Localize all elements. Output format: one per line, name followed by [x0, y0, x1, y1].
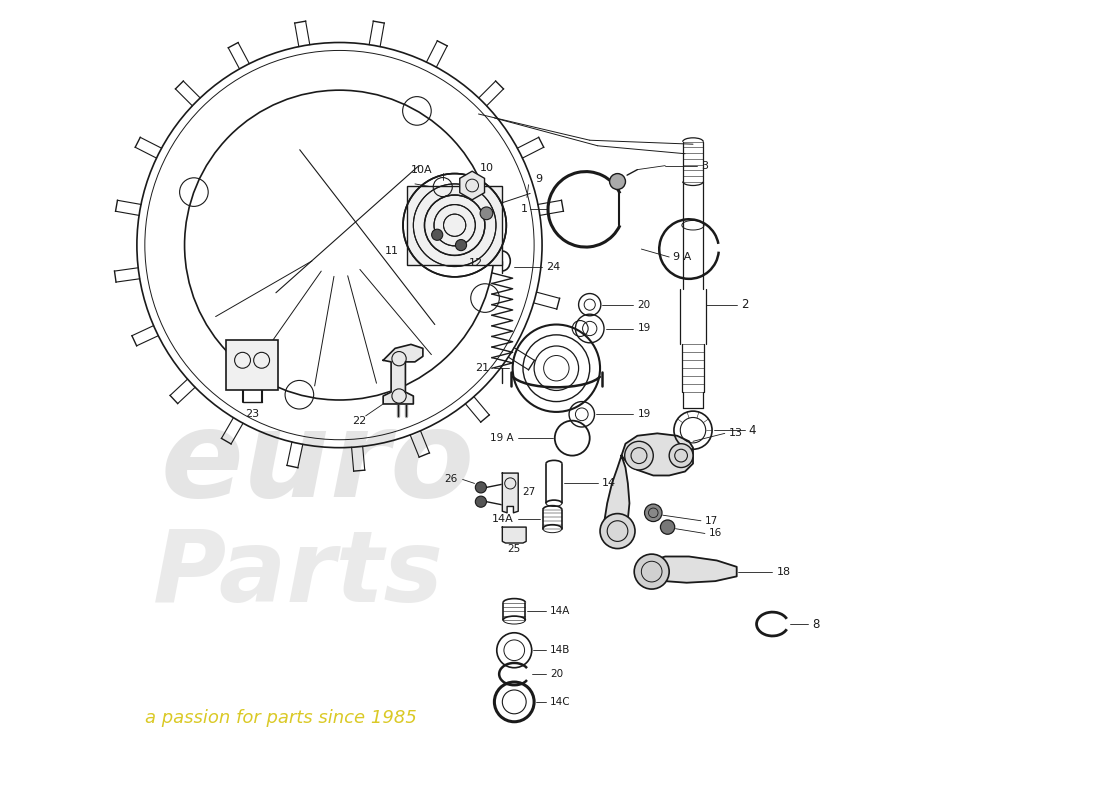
Text: 27: 27: [522, 487, 536, 497]
Text: 22: 22: [352, 416, 366, 426]
Text: 10: 10: [480, 163, 494, 173]
Text: 9 A: 9 A: [673, 252, 692, 262]
Text: 21: 21: [475, 363, 490, 374]
Text: 19: 19: [637, 323, 650, 334]
Circle shape: [601, 514, 635, 549]
Polygon shape: [637, 557, 737, 582]
Text: 23: 23: [245, 410, 260, 419]
Text: 1: 1: [520, 204, 528, 214]
Circle shape: [475, 496, 486, 507]
Circle shape: [645, 504, 662, 522]
Text: a passion for parts since 1985: a passion for parts since 1985: [145, 709, 417, 726]
Text: 20: 20: [637, 300, 650, 310]
Text: 4: 4: [749, 424, 756, 437]
FancyBboxPatch shape: [226, 340, 278, 390]
Text: Parts: Parts: [153, 526, 443, 623]
Circle shape: [480, 207, 493, 220]
Text: 11: 11: [385, 246, 399, 256]
Text: 14C: 14C: [550, 697, 571, 707]
Text: 25: 25: [507, 544, 521, 554]
Circle shape: [475, 482, 486, 493]
Polygon shape: [503, 473, 518, 513]
Polygon shape: [383, 344, 422, 404]
Text: 17: 17: [705, 516, 718, 526]
Circle shape: [635, 554, 669, 589]
Polygon shape: [503, 527, 526, 543]
Text: 14A: 14A: [492, 514, 514, 524]
Circle shape: [625, 442, 653, 470]
Circle shape: [431, 229, 442, 240]
Text: 20: 20: [550, 669, 563, 679]
Circle shape: [660, 520, 674, 534]
Polygon shape: [604, 456, 629, 535]
Text: 24: 24: [546, 262, 560, 271]
Circle shape: [455, 239, 466, 250]
Circle shape: [609, 174, 626, 190]
Text: 9: 9: [536, 174, 542, 184]
Text: 26: 26: [444, 474, 458, 485]
Text: 19 A: 19 A: [490, 433, 514, 443]
Text: 8: 8: [812, 618, 820, 630]
Polygon shape: [621, 434, 693, 475]
Circle shape: [669, 444, 693, 467]
Text: 3: 3: [701, 161, 708, 170]
FancyBboxPatch shape: [407, 186, 503, 265]
Text: 19: 19: [637, 410, 650, 419]
Text: 14: 14: [602, 478, 616, 489]
Text: 12: 12: [469, 258, 483, 267]
Text: 16: 16: [708, 529, 722, 538]
Text: 13: 13: [728, 428, 743, 438]
Text: 18: 18: [777, 566, 791, 577]
Text: 14A: 14A: [550, 606, 571, 616]
Text: 10A: 10A: [411, 165, 432, 174]
Text: 14B: 14B: [550, 646, 571, 655]
Text: 2: 2: [740, 298, 748, 311]
Text: euro: euro: [161, 405, 475, 522]
